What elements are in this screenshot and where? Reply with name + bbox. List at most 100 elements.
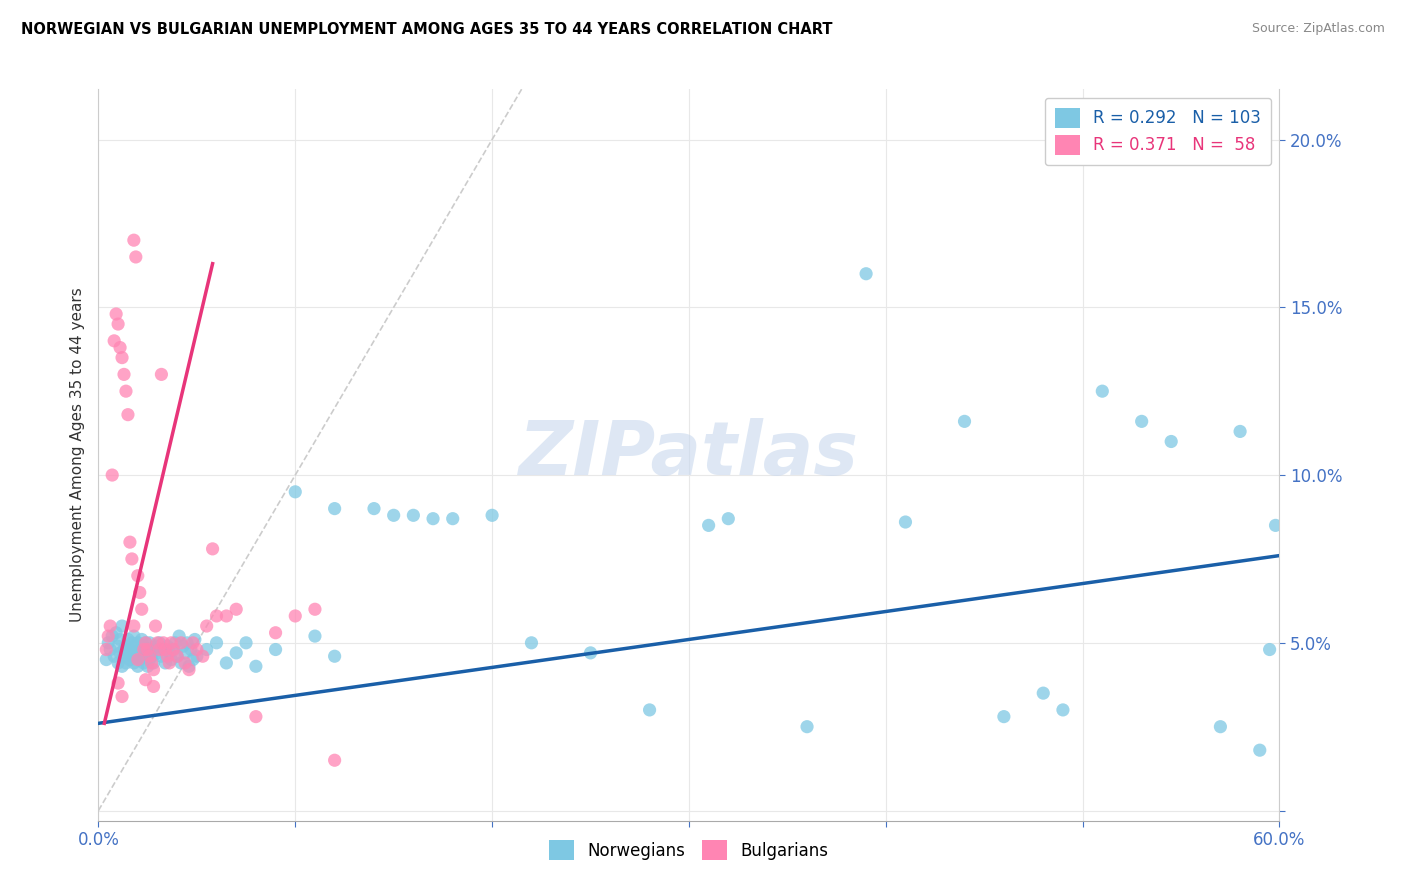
Point — [382, 508, 405, 523]
Point — [172, 639, 194, 653]
Point — [127, 652, 149, 666]
Point — [174, 646, 197, 660]
Point — [1189, 149, 1212, 163]
Point — [225, 646, 247, 660]
Point — [107, 317, 129, 331]
Point — [125, 250, 148, 264]
Point — [195, 642, 218, 657]
Point — [195, 619, 218, 633]
Point — [284, 609, 307, 624]
Point — [148, 642, 170, 657]
Point — [579, 646, 602, 660]
Point — [1258, 642, 1281, 657]
Point — [264, 625, 287, 640]
Point — [131, 602, 153, 616]
Point — [117, 646, 139, 660]
Point — [142, 680, 165, 694]
Point — [1264, 518, 1286, 533]
Point — [135, 673, 157, 687]
Point — [160, 652, 183, 666]
Point — [150, 649, 173, 664]
Point — [152, 642, 174, 657]
Text: Source: ZipAtlas.com: Source: ZipAtlas.com — [1251, 22, 1385, 36]
Point — [953, 414, 976, 428]
Point — [235, 636, 257, 650]
Point — [108, 632, 131, 647]
Point — [1229, 425, 1251, 439]
Point — [165, 636, 187, 650]
Point — [96, 642, 118, 657]
Point — [894, 515, 917, 529]
Point — [264, 642, 287, 657]
Point — [108, 341, 131, 355]
Point — [127, 636, 149, 650]
Point — [136, 642, 159, 657]
Point — [284, 484, 307, 499]
Point — [121, 649, 143, 664]
Point — [225, 602, 247, 616]
Point — [125, 639, 148, 653]
Point — [101, 629, 124, 643]
Point — [142, 663, 165, 677]
Point — [128, 585, 150, 599]
Point — [304, 629, 326, 643]
Point — [205, 609, 228, 624]
Point — [215, 609, 238, 624]
Point — [155, 642, 177, 657]
Point — [181, 636, 204, 650]
Point — [107, 676, 129, 690]
Point — [162, 642, 184, 657]
Point — [155, 656, 177, 670]
Point — [112, 368, 135, 382]
Point — [127, 659, 149, 673]
Point — [115, 384, 138, 399]
Point — [176, 636, 198, 650]
Point — [118, 652, 141, 666]
Text: NORWEGIAN VS BULGARIAN UNEMPLOYMENT AMONG AGES 35 TO 44 YEARS CORRELATION CHART: NORWEGIAN VS BULGARIAN UNEMPLOYMENT AMON… — [21, 22, 832, 37]
Point — [101, 468, 124, 483]
Point — [121, 636, 143, 650]
Point — [145, 619, 167, 633]
Point — [122, 619, 145, 633]
Point — [122, 629, 145, 643]
Point — [138, 652, 160, 666]
Point — [520, 636, 543, 650]
Point — [638, 703, 661, 717]
Point — [111, 690, 134, 704]
Point — [162, 642, 184, 657]
Point — [98, 619, 121, 633]
Point — [142, 656, 165, 670]
Point — [148, 636, 170, 650]
Point — [157, 656, 180, 670]
Point — [111, 351, 134, 365]
Point — [118, 535, 141, 549]
Point — [323, 753, 346, 767]
Point — [170, 636, 193, 650]
Point — [122, 656, 145, 670]
Point — [181, 652, 204, 666]
Point — [127, 568, 149, 582]
Point — [97, 629, 120, 643]
Point — [201, 541, 224, 556]
Point — [138, 649, 160, 664]
Point — [156, 649, 179, 664]
Point — [1032, 686, 1054, 700]
Point — [993, 709, 1015, 723]
Point — [117, 408, 139, 422]
Point — [122, 233, 145, 247]
Point — [105, 307, 128, 321]
Point — [141, 649, 163, 664]
Point — [1091, 384, 1114, 399]
Point — [481, 508, 503, 523]
Point — [363, 501, 385, 516]
Point — [186, 649, 208, 664]
Point — [441, 511, 464, 525]
Point — [304, 602, 326, 616]
Point — [146, 636, 169, 650]
Point — [1209, 720, 1232, 734]
Point — [146, 646, 169, 660]
Point — [131, 649, 153, 664]
Y-axis label: Unemployment Among Ages 35 to 44 years: Unemployment Among Ages 35 to 44 years — [69, 287, 84, 623]
Point — [128, 642, 150, 657]
Point — [107, 639, 129, 653]
